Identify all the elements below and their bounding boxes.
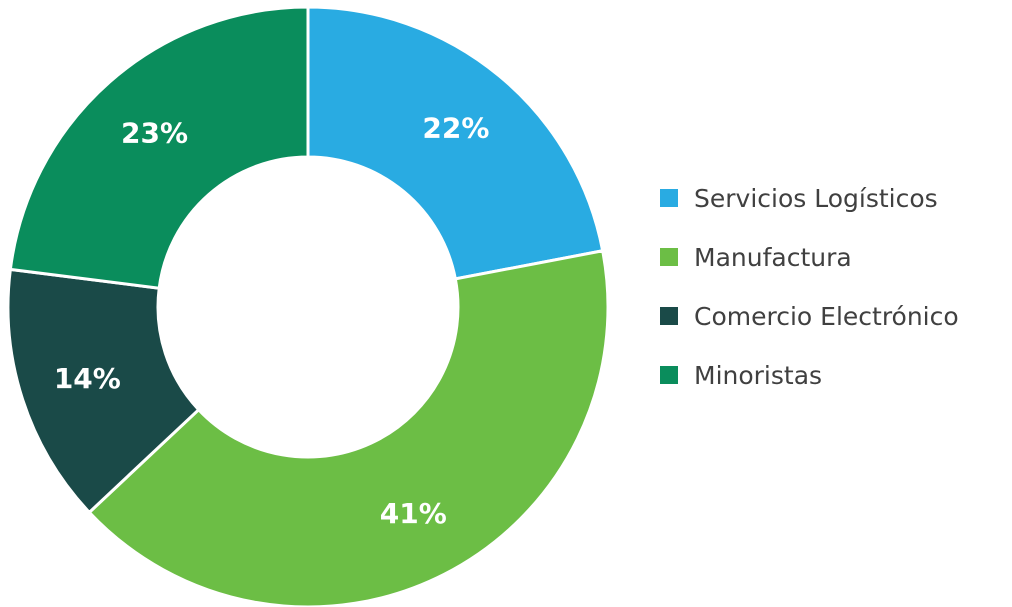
data-label-comercio-electronico: 14% xyxy=(54,362,121,395)
slice-manufactura xyxy=(87,249,610,607)
legend-label-manufactura: Manufactura xyxy=(694,242,852,272)
data-label-servicios-logisticos: 22% xyxy=(422,112,489,145)
slice-comercio-electronico xyxy=(6,267,201,515)
legend-label-servicios-logisticos: Servicios Logísticos xyxy=(694,183,938,213)
legend-item-comercio-electronico: Comercio Electrónico xyxy=(660,301,959,331)
legend-item-servicios-logisticos: Servicios Logísticos xyxy=(660,183,959,213)
legend-label-comercio-electronico: Comercio Electrónico xyxy=(694,301,959,331)
legend-label-minoristas: Minoristas xyxy=(694,360,823,390)
donut-plot: 22% 41% 14% 23% xyxy=(6,5,610,607)
legend-swatch-manufactura xyxy=(660,248,678,266)
legend-swatch-comercio-electronico xyxy=(660,307,678,325)
data-label-minoristas: 23% xyxy=(121,116,188,149)
slice-servicios-logisticos xyxy=(306,5,605,281)
legend-item-manufactura: Manufactura xyxy=(660,242,959,272)
data-label-manufactura: 41% xyxy=(380,497,447,530)
slice-minoristas xyxy=(8,5,310,290)
legend-swatch-servicios-logisticos xyxy=(660,189,678,207)
legend-item-minoristas: Minoristas xyxy=(660,360,959,390)
legend-swatch-minoristas xyxy=(660,366,678,384)
chart-legend: Servicios Logísticos Manufactura Comerci… xyxy=(660,183,959,419)
